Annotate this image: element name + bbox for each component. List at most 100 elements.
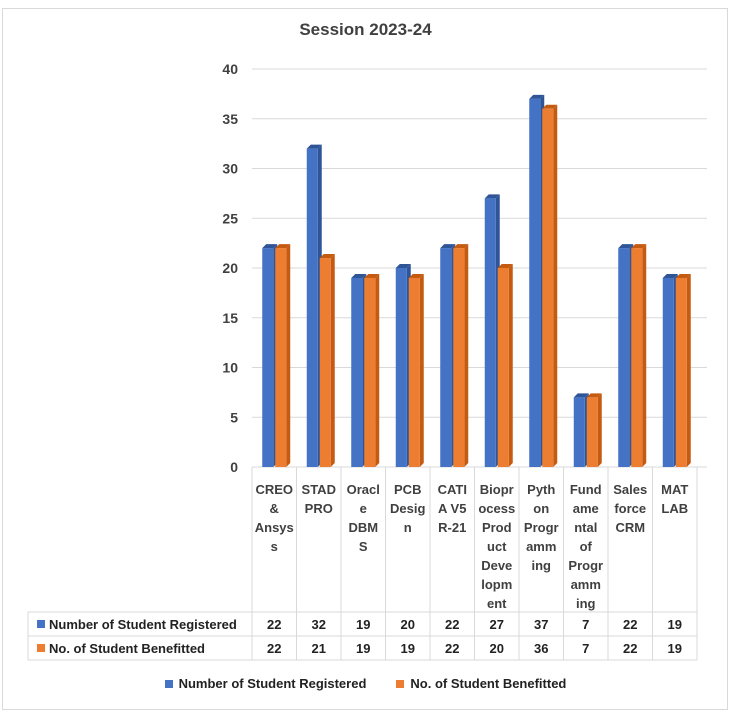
table-cell-s0-c1: 32: [312, 617, 326, 632]
table-cell-s0-c0: 22: [267, 617, 281, 632]
bar-top-s0-c9: [662, 273, 678, 278]
category-label-6-line-2: Progr: [524, 520, 559, 535]
bar-s0-c3: [395, 268, 407, 467]
category-label-6-line-1: on: [533, 501, 549, 516]
category-label-5-line-5: lopm: [481, 577, 512, 592]
category-label-7-line-6: ing: [576, 596, 596, 611]
category-label-4-line-1: A V5: [438, 501, 466, 516]
bar-s0-c1: [306, 148, 318, 467]
bar-s1-c6: [542, 108, 554, 468]
bar-top-s1-c6: [542, 104, 558, 109]
table-cell-s0-c8: 22: [623, 617, 637, 632]
chart-frame: [2, 8, 728, 710]
row-label-1: No. of Student Benefitted: [49, 641, 205, 656]
table-cell-s1-c5: 20: [490, 641, 504, 656]
bar-side-s1-c5: [508, 264, 513, 467]
table-cell-s1-c2: 19: [356, 641, 370, 656]
category-label-9-line-0: MAT: [661, 482, 688, 497]
category-label-1-line-1: PRO: [305, 501, 333, 516]
legend-item-benefitted: No. of Student Benefitted: [396, 676, 566, 691]
bar-s1-c3: [408, 277, 420, 467]
bar-s1-c1: [319, 258, 331, 467]
category-label-7-line-5: amm: [571, 577, 601, 592]
category-label-6-line-3: amm: [526, 539, 556, 554]
row-swatch-1: [37, 644, 45, 652]
y-tick-35: 35: [222, 111, 238, 127]
category-label-3-line-0: PCB: [394, 482, 421, 497]
table-cell-s1-c3: 19: [401, 641, 415, 656]
bar-side-s1-c0: [286, 244, 291, 467]
bar-s0-c0: [262, 248, 274, 467]
category-label-5-line-6: ent: [487, 596, 507, 611]
bar-s1-c5: [497, 268, 509, 467]
bar-s0-c2: [351, 277, 363, 467]
table-cell-s1-c7: 7: [582, 641, 589, 656]
bar-side-s1-c2: [375, 273, 380, 467]
bar-side-s1-c9: [686, 273, 691, 467]
bar-top-s0-c3: [395, 264, 411, 268]
bar-top-s1-c7: [586, 393, 602, 398]
category-label-4-line-2: R-21: [438, 520, 466, 535]
bar-top-s0-c2: [351, 273, 367, 278]
category-label-2-line-0: Oracl: [347, 482, 380, 497]
bar-s0-c4: [440, 248, 452, 467]
category-label-7-line-2: ntal: [574, 520, 597, 535]
legend-label-benefitted: No. of Student Benefitted: [410, 676, 567, 691]
category-label-2-line-1: e: [360, 501, 367, 516]
category-label-7-line-0: Fund: [570, 482, 602, 497]
category-label-7-line-3: of: [580, 539, 593, 554]
category-label-6-line-4: ing: [532, 558, 552, 573]
bar-s1-c0: [275, 248, 287, 467]
table-cell-s1-c1: 21: [312, 641, 326, 656]
bar-s0-c5: [484, 198, 496, 467]
table-cell-s0-c3: 20: [401, 617, 415, 632]
y-tick-40: 40: [222, 61, 238, 77]
bar-side-s1-c3: [419, 273, 424, 467]
bar-side-s1-c6: [553, 104, 558, 468]
bar-s0-c9: [662, 277, 674, 467]
category-label-3-line-1: Desig: [390, 501, 425, 516]
bar-top-s0-c0: [262, 244, 278, 249]
y-tick-5: 5: [230, 409, 238, 425]
bar-s1-c4: [453, 248, 465, 467]
bar-top-s1-c8: [631, 244, 647, 249]
category-label-7-line-4: Progr: [568, 558, 603, 573]
category-label-6-line-0: Pyth: [527, 482, 555, 497]
category-label-3-line-2: n: [404, 520, 412, 535]
category-label-5-line-4: Deve: [481, 558, 512, 573]
row-swatch-0: [37, 620, 45, 628]
row-label-0: Number of Student Registered: [49, 617, 237, 632]
bar-side-s1-c4: [464, 244, 469, 467]
category-label-8-line-2: CRM: [615, 520, 645, 535]
y-tick-25: 25: [222, 210, 238, 226]
chart-title: Session 2023-24: [299, 20, 432, 39]
category-label-0-line-0: CREO: [255, 482, 293, 497]
bar-top-s1-c1: [319, 254, 335, 259]
legend: Number of Student Registered No. of Stud…: [0, 676, 731, 691]
category-label-5-line-3: uct: [487, 539, 507, 554]
category-label-0-line-3: s: [271, 539, 278, 554]
bar-top-s1-c4: [453, 244, 469, 249]
category-label-2-line-2: DBM: [348, 520, 378, 535]
table-cell-s1-c0: 22: [267, 641, 281, 656]
bar-top-s1-c0: [275, 244, 291, 249]
y-tick-20: 20: [222, 260, 238, 276]
bar-s1-c8: [631, 248, 643, 467]
bar-top-s1-c5: [497, 264, 513, 268]
category-label-8-line-0: Sales: [613, 482, 647, 497]
legend-swatch-registered: [164, 679, 173, 688]
bar-s0-c6: [529, 98, 541, 467]
bar-s0-c7: [573, 397, 585, 467]
category-label-0-line-1: &: [270, 501, 279, 516]
table-cell-s0-c5: 27: [490, 617, 504, 632]
table-cell-s0-c6: 37: [534, 617, 548, 632]
table-cell-s0-c9: 19: [668, 617, 682, 632]
bar-top-s1-c9: [675, 273, 691, 278]
bar-top-s0-c6: [529, 94, 545, 99]
legend-swatch-benefitted: [396, 679, 405, 688]
y-tick-10: 10: [222, 360, 238, 376]
table-cell-s1-c9: 19: [668, 641, 682, 656]
category-label-7-line-1: ame: [573, 501, 599, 516]
bar-s1-c7: [586, 397, 598, 467]
